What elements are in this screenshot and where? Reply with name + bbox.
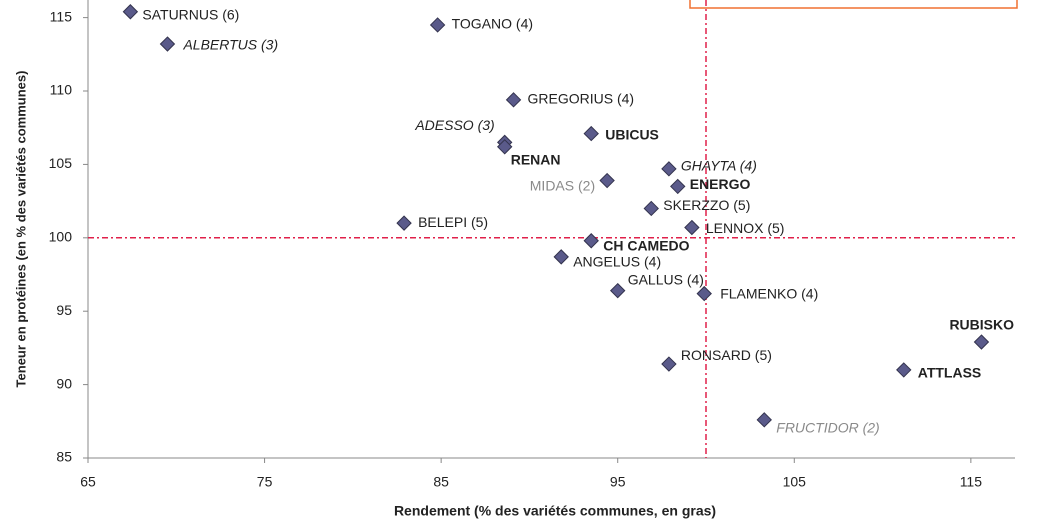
point-label: RONSARD (5) (681, 347, 772, 363)
point (610, 282, 626, 299)
point (122, 4, 139, 20)
point (643, 200, 659, 217)
x-tick-label: 65 (80, 474, 96, 490)
point (756, 412, 772, 428)
point-label: UBICUS (605, 126, 659, 142)
point-label: TOGANO (4) (452, 16, 533, 32)
point (599, 172, 615, 189)
y-tick-label: 95 (56, 302, 72, 318)
point-label: SATURNUS (6) (142, 6, 239, 22)
point-label: ADESSO (3) (414, 117, 494, 133)
point (497, 139, 513, 155)
y-tick-label: 85 (56, 449, 72, 465)
point (896, 362, 912, 378)
legend-box (689, 0, 1018, 9)
x-tick-label: 95 (610, 474, 626, 490)
point-label: CH CAMEDO (603, 237, 689, 253)
y-tick-label: 110 (50, 82, 73, 98)
point-label: ATTLASS (918, 365, 982, 381)
point-label: ALBERTUS (3) (182, 37, 278, 53)
point (684, 219, 700, 236)
point (661, 161, 677, 177)
x-tick-label: 115 (960, 474, 983, 490)
point (505, 92, 522, 108)
point (583, 125, 599, 142)
point (696, 285, 712, 302)
y-tick-label: 115 (50, 8, 73, 24)
x-tick-label: 75 (257, 474, 273, 490)
y-tick-label: 105 (49, 155, 73, 171)
point (553, 249, 569, 265)
point (159, 36, 176, 52)
point-label: FLAMENKO (4) (720, 285, 818, 301)
y-axis-label: Teneur en protéines (en % des variétés c… (13, 71, 28, 388)
point-label: BELEPI (5) (418, 214, 488, 230)
point-label: ENERGO (690, 176, 751, 192)
point (670, 178, 686, 195)
point-label: SKERZZO (5) (663, 197, 750, 213)
point-label: LENNOX (5) (706, 220, 785, 236)
point-label: GHAYTA (4) (681, 158, 757, 174)
point (661, 356, 677, 372)
point-label: RENAN (511, 151, 561, 167)
x-tick-label: 105 (783, 474, 807, 490)
y-tick-label: 100 (49, 229, 73, 245)
point-label: MIDAS (2) (530, 177, 595, 193)
point (583, 233, 599, 249)
x-axis-label: Rendement (% des variétés communes, en g… (394, 503, 716, 519)
point (973, 334, 990, 350)
point-label: RUBISKO (949, 317, 1014, 333)
x-tick-label: 85 (433, 474, 449, 490)
point (396, 215, 412, 231)
point-label: GREGORIUS (4) (528, 91, 635, 107)
point-label: ANGELUS (4) (573, 254, 661, 270)
point (429, 17, 446, 33)
point-label: FRUCTIDOR (2) (776, 420, 879, 436)
y-tick-label: 90 (56, 375, 72, 391)
point-label: GALLUS (4) (628, 271, 704, 287)
